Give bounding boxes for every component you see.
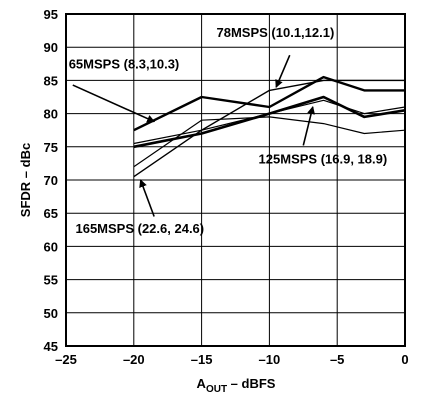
tick-labels: –25 –20 –15 –10 –5 0 45 50 55 60 65 70 75 80 85 90 95 — [44, 7, 409, 367]
y-tick-label: 75 — [44, 140, 58, 155]
y-tick-label: 90 — [44, 40, 58, 55]
x-tick-label: –15 — [191, 352, 213, 367]
x-tick-label: –10 — [259, 352, 281, 367]
plot-frame — [65, 13, 406, 347]
y-tick-label: 60 — [44, 239, 58, 254]
annotation-label-3: 125MSPS (16.9, 18.9) — [259, 151, 388, 166]
annotation-arrow-1 — [275, 54, 291, 88]
x-axis-label-subscript: OUT — [206, 384, 227, 395]
annotation-arrow-3 — [302, 105, 316, 146]
y-tick-label: 55 — [44, 273, 58, 288]
y-tick-label: 95 — [44, 7, 58, 22]
annotation-label-2: 65MSPS (8.3,10.3) — [69, 56, 180, 71]
x-tick-label: –25 — [55, 352, 77, 367]
annotation-arrow-2 — [72, 84, 156, 123]
annotation-label-4: 165MSPS (22.6, 24.6) — [75, 221, 204, 236]
x-tick-label: –20 — [123, 352, 145, 367]
y-tick-label: 65 — [44, 206, 58, 221]
series-line-3 — [133, 79, 405, 178]
y-tick-label: 45 — [44, 339, 58, 354]
x-tick-label: –5 — [330, 352, 344, 367]
series-line-1 — [133, 75, 405, 132]
series-line-2 — [133, 95, 406, 149]
y-tick-label: 80 — [44, 107, 58, 122]
x-axis-label-main: A — [197, 376, 207, 391]
annotation-label-1: 78MSPS (10.1,12.1) — [217, 25, 335, 40]
series-line-5 — [133, 99, 406, 145]
annotations: 78MSPS (10.1,12.1) 65MSPS (8.3,10.3) 125MS… — [69, 25, 387, 236]
y-tick-label: 50 — [44, 306, 58, 321]
series-group — [133, 75, 406, 178]
grid — [66, 14, 405, 346]
y-axis-label: SFDR – dBc — [18, 143, 33, 217]
series-line-4 — [133, 116, 406, 168]
x-tick-label: 0 — [401, 352, 408, 367]
x-axis-label-rest: – dBFS — [227, 376, 276, 391]
annotation-arrow-4 — [139, 179, 155, 217]
x-axis-label: AOUT – dBFS — [197, 376, 276, 395]
y-tick-label: 70 — [44, 173, 58, 188]
y-tick-label: 85 — [44, 73, 58, 88]
